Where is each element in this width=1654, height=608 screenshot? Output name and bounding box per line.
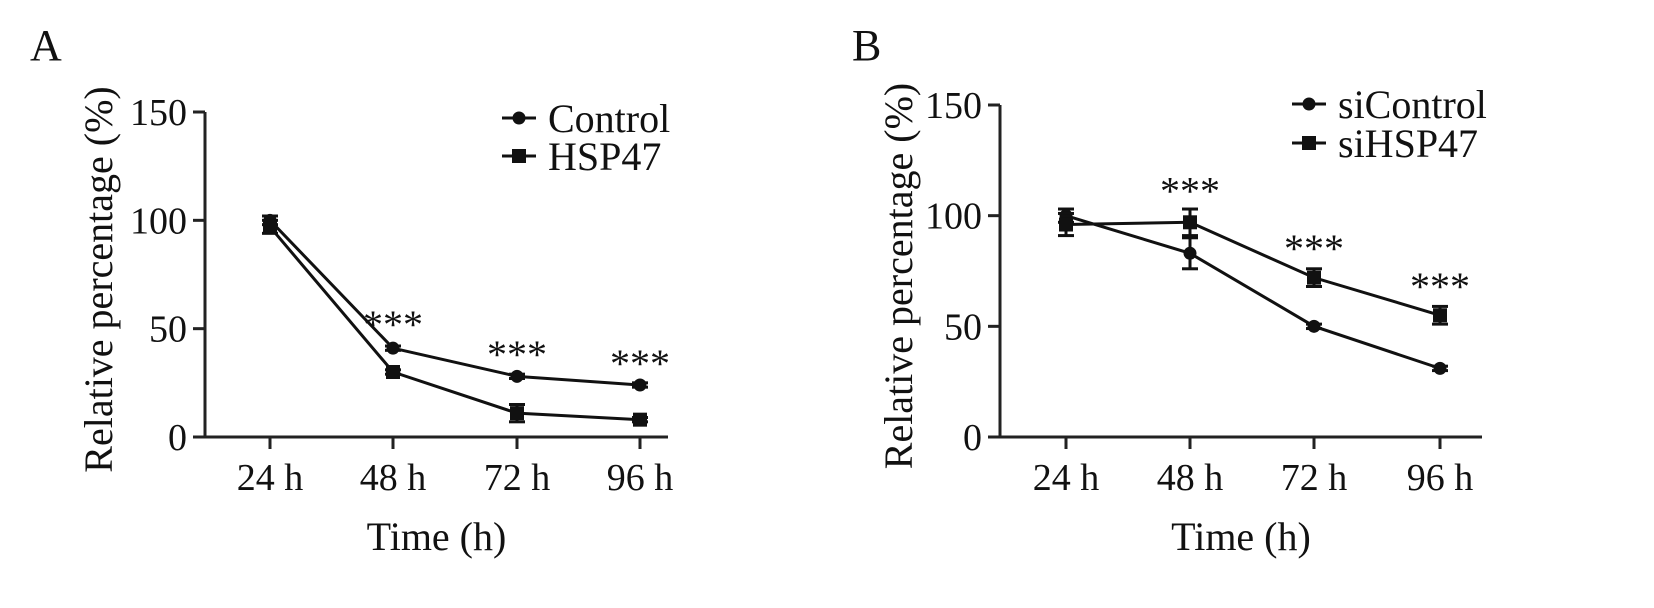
series-sihsp47 bbox=[1058, 207, 1448, 326]
data-point bbox=[510, 369, 524, 383]
y-tick-label: 100 bbox=[130, 200, 187, 242]
legend-label: siControl bbox=[1338, 82, 1487, 127]
legend-marker bbox=[1302, 97, 1316, 111]
data-point bbox=[510, 406, 524, 421]
legend-label: Control bbox=[548, 96, 670, 141]
data-point bbox=[386, 365, 400, 379]
y-tick-label: 0 bbox=[168, 417, 187, 459]
significance-marker: *** bbox=[1410, 264, 1470, 309]
chart-panel-a: A 0 50 100 150 24 h 48 h 72 h 96 h Time (h) Relati… bbox=[30, 21, 673, 559]
y-tick-label: 150 bbox=[130, 92, 187, 134]
significance-marker: *** bbox=[363, 302, 423, 347]
series-line bbox=[1065, 214, 1441, 370]
x-tick-label: 96 h bbox=[1407, 457, 1474, 499]
x-tick-label: 72 h bbox=[484, 457, 551, 499]
x-axis-title: Time (h) bbox=[1171, 514, 1311, 559]
y-tick-label: 100 bbox=[925, 196, 982, 238]
legend-marker bbox=[512, 149, 526, 163]
y-axis-title: Relative percentage (%) bbox=[76, 86, 121, 472]
series-line bbox=[268, 219, 641, 387]
x-tick-label: 24 h bbox=[1033, 457, 1100, 499]
data-point bbox=[1307, 270, 1321, 285]
legend-marker bbox=[1302, 136, 1316, 150]
data-point bbox=[633, 378, 647, 392]
panel-label: A bbox=[30, 21, 62, 70]
data-point bbox=[386, 341, 400, 355]
data-point bbox=[1183, 246, 1197, 260]
y-tick-label: 150 bbox=[925, 85, 982, 127]
data-point bbox=[1433, 361, 1447, 375]
series-line bbox=[1065, 220, 1441, 317]
significance-marker: *** bbox=[487, 332, 547, 377]
series-control bbox=[262, 213, 648, 392]
x-axis-title: Time (h) bbox=[367, 514, 507, 559]
data-point bbox=[633, 412, 647, 427]
y-tick-label: 50 bbox=[944, 306, 982, 348]
x-tick-label: 96 h bbox=[607, 457, 674, 499]
data-point bbox=[263, 219, 277, 234]
data-point bbox=[1307, 319, 1321, 333]
data-point bbox=[1433, 308, 1447, 323]
data-point bbox=[1059, 217, 1073, 232]
x-tick-label: 48 h bbox=[1157, 457, 1224, 499]
panel-label: B bbox=[852, 21, 881, 70]
significance-marker: *** bbox=[1284, 226, 1344, 271]
y-axis-title: Relative percentage (%) bbox=[876, 83, 921, 469]
x-tick-label: 48 h bbox=[360, 457, 427, 499]
x-tick-label: 72 h bbox=[1281, 457, 1348, 499]
data-point bbox=[1183, 215, 1197, 230]
legend-label: HSP47 bbox=[548, 134, 661, 179]
series-hsp47 bbox=[262, 218, 648, 427]
significance-marker: *** bbox=[610, 341, 670, 386]
y-tick-label: 0 bbox=[963, 417, 982, 459]
series-line bbox=[268, 225, 641, 422]
legend-label: siHSP47 bbox=[1338, 121, 1478, 166]
significance-marker: *** bbox=[1160, 169, 1220, 214]
y-tick-label: 50 bbox=[149, 309, 187, 351]
legend-marker bbox=[512, 111, 526, 125]
chart-panel-b: B 0 50 100 150 24 h 48 h 72 h 96 h Time (h) Relati… bbox=[852, 21, 1487, 559]
series-sicontrol bbox=[1058, 207, 1448, 375]
x-tick-label: 24 h bbox=[237, 457, 304, 499]
